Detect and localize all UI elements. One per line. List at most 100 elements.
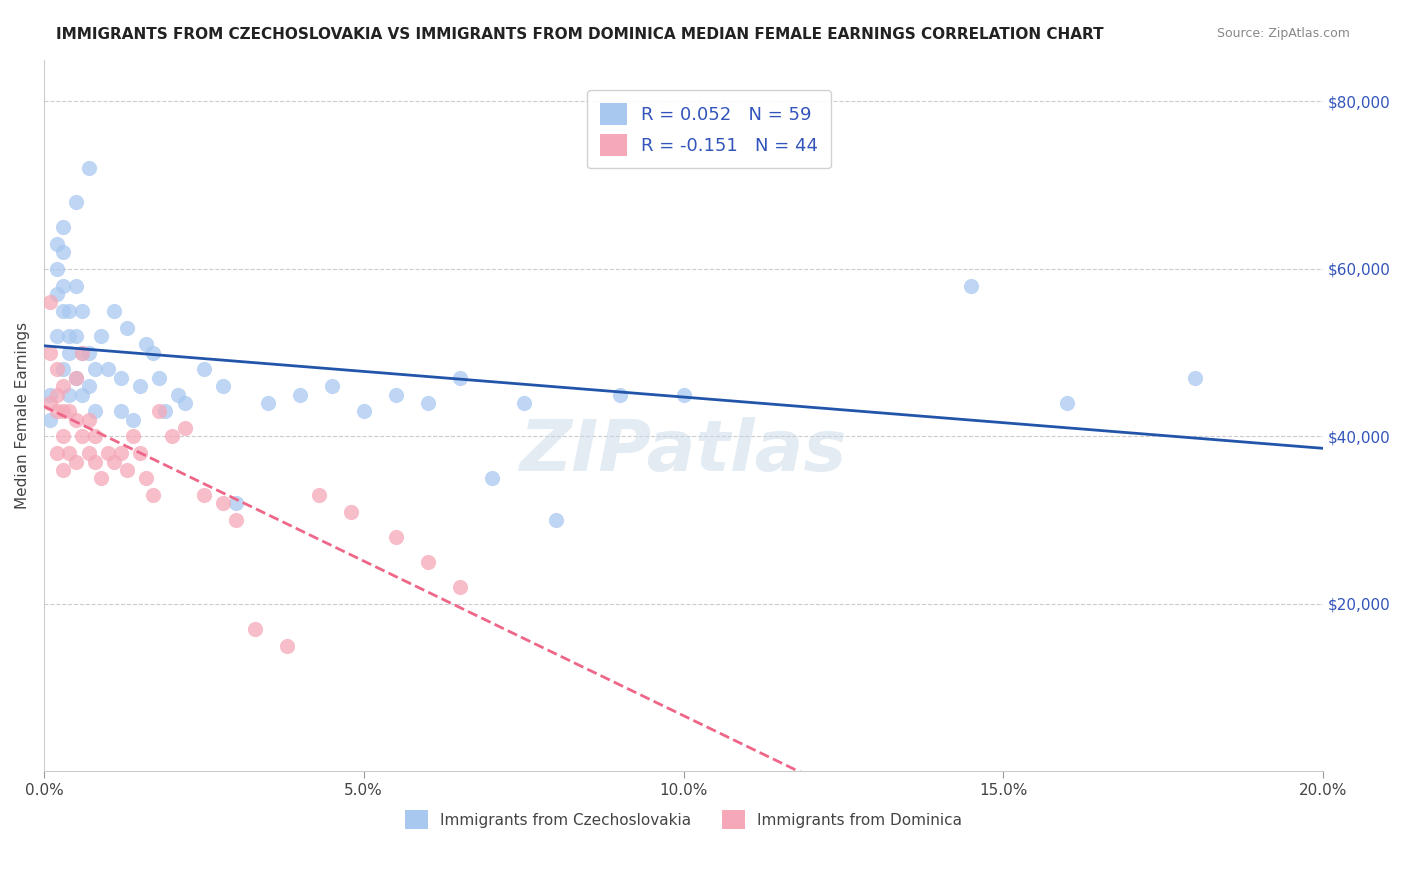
Point <box>1056 396 1078 410</box>
Point <box>449 580 471 594</box>
Point <box>110 446 132 460</box>
Point <box>39 387 62 401</box>
Point <box>45 236 67 251</box>
Point <box>52 463 75 477</box>
Point <box>122 412 145 426</box>
Point <box>128 446 150 460</box>
Point <box>72 345 94 359</box>
Point <box>72 345 94 359</box>
Point <box>52 429 75 443</box>
Point <box>97 446 120 460</box>
Point <box>960 278 983 293</box>
Point <box>65 371 87 385</box>
Point <box>65 194 87 209</box>
Legend: Immigrants from Czechoslovakia, Immigrants from Dominica: Immigrants from Czechoslovakia, Immigran… <box>399 804 969 835</box>
Point <box>39 396 62 410</box>
Point <box>45 387 67 401</box>
Point <box>77 345 100 359</box>
Point <box>77 446 100 460</box>
Point <box>84 404 107 418</box>
Point <box>97 362 120 376</box>
Point <box>340 505 363 519</box>
Point <box>160 429 183 443</box>
Text: ZIPatlas: ZIPatlas <box>520 417 848 485</box>
Point <box>84 362 107 376</box>
Point <box>193 488 215 502</box>
Point <box>45 404 67 418</box>
Point <box>135 471 157 485</box>
Point <box>45 446 67 460</box>
Point <box>256 396 278 410</box>
Point <box>672 387 695 401</box>
Point <box>77 379 100 393</box>
Point <box>72 429 94 443</box>
Point <box>416 555 439 569</box>
Point <box>225 496 247 510</box>
Point <box>135 337 157 351</box>
Point <box>58 303 80 318</box>
Point <box>115 320 138 334</box>
Point <box>142 488 165 502</box>
Point <box>45 287 67 301</box>
Point <box>52 220 75 235</box>
Point <box>416 396 439 410</box>
Point <box>148 371 170 385</box>
Point <box>173 396 195 410</box>
Point <box>449 371 471 385</box>
Point <box>52 245 75 260</box>
Point <box>212 379 235 393</box>
Point <box>65 278 87 293</box>
Point <box>52 278 75 293</box>
Point <box>103 303 125 318</box>
Point <box>212 496 235 510</box>
Point <box>77 161 100 176</box>
Point <box>544 513 567 527</box>
Point <box>609 387 631 401</box>
Point <box>128 379 150 393</box>
Point <box>77 412 100 426</box>
Point <box>225 513 247 527</box>
Point <box>52 362 75 376</box>
Point <box>58 329 80 343</box>
Point <box>167 387 190 401</box>
Point <box>142 345 165 359</box>
Point <box>58 404 80 418</box>
Point <box>308 488 330 502</box>
Point <box>72 387 94 401</box>
Point <box>173 421 195 435</box>
Point <box>72 303 94 318</box>
Point <box>321 379 343 393</box>
Point <box>45 362 67 376</box>
Point <box>65 412 87 426</box>
Y-axis label: Median Female Earnings: Median Female Earnings <box>15 322 30 509</box>
Point <box>58 387 80 401</box>
Point <box>90 471 112 485</box>
Point <box>148 404 170 418</box>
Point <box>65 454 87 468</box>
Point <box>45 329 67 343</box>
Point <box>155 404 177 418</box>
Point <box>276 639 298 653</box>
Point <box>90 329 112 343</box>
Point <box>65 329 87 343</box>
Point <box>384 387 406 401</box>
Point <box>65 371 87 385</box>
Point <box>512 396 534 410</box>
Point <box>58 345 80 359</box>
Point <box>58 446 80 460</box>
Point <box>288 387 311 401</box>
Point <box>84 429 107 443</box>
Point <box>84 454 107 468</box>
Point <box>243 622 266 636</box>
Point <box>45 262 67 277</box>
Point <box>52 404 75 418</box>
Text: IMMIGRANTS FROM CZECHOSLOVAKIA VS IMMIGRANTS FROM DOMINICA MEDIAN FEMALE EARNING: IMMIGRANTS FROM CZECHOSLOVAKIA VS IMMIGR… <box>56 27 1104 42</box>
Point <box>110 404 132 418</box>
Point <box>110 371 132 385</box>
Point <box>52 303 75 318</box>
Point <box>481 471 503 485</box>
Point <box>39 412 62 426</box>
Point <box>39 295 62 310</box>
Point <box>52 379 75 393</box>
Point <box>1184 371 1206 385</box>
